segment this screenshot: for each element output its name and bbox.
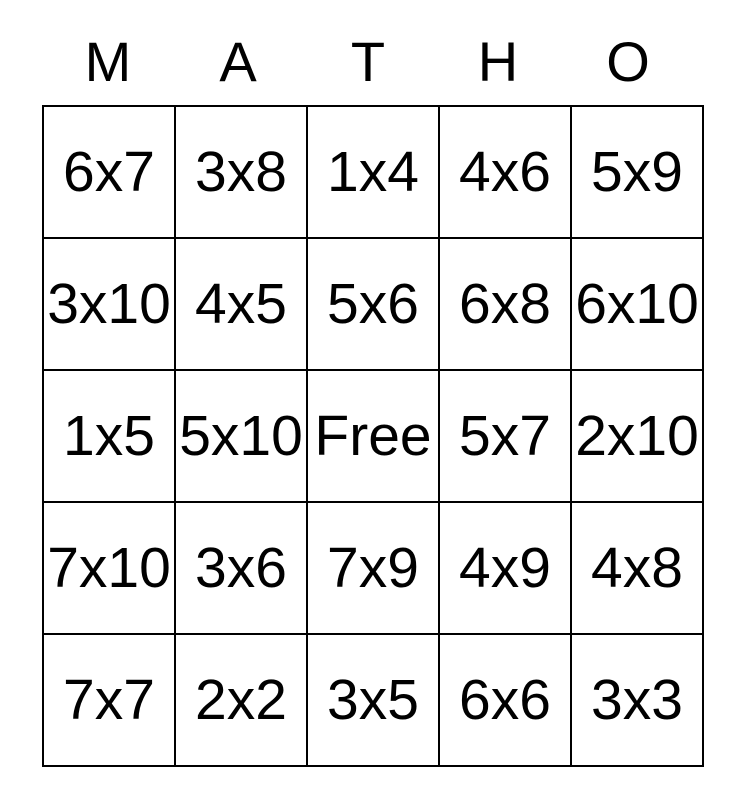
bingo-cell[interactable]: 1x5 bbox=[42, 369, 176, 503]
header-letter-h: H bbox=[477, 30, 519, 93]
bingo-cell[interactable]: 3x6 bbox=[174, 501, 308, 635]
bingo-cell[interactable]: 3x10 bbox=[42, 237, 176, 371]
header-letter-a: A bbox=[219, 30, 257, 93]
bingo-cell[interactable]: 5x6 bbox=[306, 237, 440, 371]
bingo-row: 7x10 3x6 7x9 4x9 4x8 bbox=[42, 501, 704, 635]
bingo-row: 1x5 5x10 Free 5x7 2x10 bbox=[42, 369, 704, 503]
bingo-cell[interactable]: 5x9 bbox=[570, 105, 704, 239]
bingo-cell-free[interactable]: Free bbox=[306, 369, 440, 503]
bingo-cell[interactable]: 6x10 bbox=[570, 237, 704, 371]
bingo-cell[interactable]: 3x5 bbox=[306, 633, 440, 767]
bingo-cell[interactable]: 6x8 bbox=[438, 237, 572, 371]
header-letter-m: M bbox=[84, 30, 132, 93]
bingo-cell[interactable]: 6x7 bbox=[42, 105, 176, 239]
bingo-cell[interactable]: 6x6 bbox=[438, 633, 572, 767]
bingo-cell[interactable]: 7x7 bbox=[42, 633, 176, 767]
bingo-cell[interactable]: 1x4 bbox=[306, 105, 440, 239]
bingo-cell[interactable]: 4x8 bbox=[570, 501, 704, 635]
bingo-cell[interactable]: 2x2 bbox=[174, 633, 308, 767]
bingo-cell[interactable]: 5x10 bbox=[174, 369, 308, 503]
bingo-cell[interactable]: 4x9 bbox=[438, 501, 572, 635]
bingo-row: 7x7 2x2 3x5 6x6 3x3 bbox=[42, 633, 704, 767]
bingo-row: 6x7 3x8 1x4 4x6 5x9 bbox=[42, 105, 704, 239]
bingo-cell[interactable]: 2x10 bbox=[570, 369, 704, 503]
header-letter-t: T bbox=[350, 30, 386, 93]
bingo-cell[interactable]: 3x3 bbox=[570, 633, 704, 767]
bingo-cell[interactable]: 7x9 bbox=[306, 501, 440, 635]
bingo-cell[interactable]: 5x7 bbox=[438, 369, 572, 503]
bingo-cell[interactable]: 4x5 bbox=[174, 237, 308, 371]
header-letter-o: O bbox=[606, 30, 650, 93]
bingo-cell[interactable]: 4x6 bbox=[438, 105, 572, 239]
bingo-cell[interactable]: 7x10 bbox=[42, 501, 176, 635]
bingo-cell[interactable]: 3x8 bbox=[174, 105, 308, 239]
bingo-grid: 6x7 3x8 1x4 4x6 5x9 3x10 4x5 5x6 6x8 6x1… bbox=[42, 105, 704, 767]
bingo-grid-body: 6x7 3x8 1x4 4x6 5x9 3x10 4x5 5x6 6x8 6x1… bbox=[42, 105, 704, 767]
column-letters-header: M A T H O bbox=[43, 30, 693, 92]
bingo-row: 3x10 4x5 5x6 6x8 6x10 bbox=[42, 237, 704, 371]
